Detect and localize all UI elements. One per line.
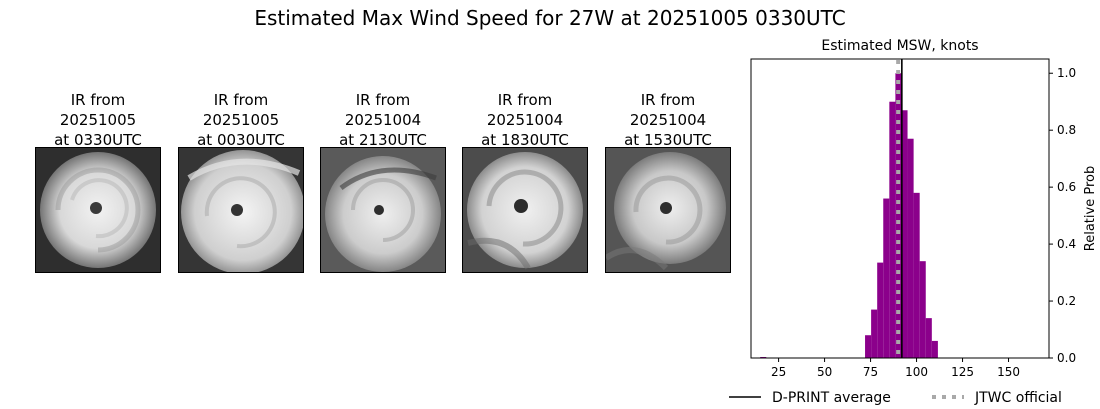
histogram-bar xyxy=(919,261,926,358)
ir-panel-title-line1: IR from xyxy=(355,91,411,109)
histogram-bar xyxy=(931,340,938,358)
y-tick-label: 0.4 xyxy=(1057,237,1076,251)
y-axis-label: Relative Prob xyxy=(1083,166,1098,251)
ir-panel-title-line1: IR from xyxy=(497,91,553,109)
ir-panel-4: IR from 20251004 at 1830UTC xyxy=(462,90,588,273)
ir-panel-title-time: at 2130UTC xyxy=(339,131,427,149)
histogram-bar xyxy=(925,318,932,358)
figure-title: Estimated Max Wind Speed for 27W at 2025… xyxy=(254,6,846,30)
histogram-bar xyxy=(889,101,896,358)
x-tick-label: 50 xyxy=(817,365,832,379)
histogram-bar xyxy=(871,309,878,358)
y-tick-label: 0.2 xyxy=(1057,294,1076,308)
ir-panel-title: IR from 20251004 at 2130UTC xyxy=(320,90,446,150)
ir-satellite-image xyxy=(605,147,731,273)
histogram-bar xyxy=(877,262,884,358)
ir-panel-5: IR from 20251004 at 1530UTC xyxy=(605,90,731,273)
histogram-bar xyxy=(901,110,908,358)
y-tick-label: 0.8 xyxy=(1057,123,1076,137)
ir-panel-title-time: at 0030UTC xyxy=(197,131,285,149)
x-tick-label: 150 xyxy=(997,365,1020,379)
ir-panel-title-line1: IR from xyxy=(640,91,696,109)
x-tick-label: 100 xyxy=(905,365,928,379)
ir-panel-title-date: 20251005 xyxy=(59,111,137,129)
histogram-bar xyxy=(907,138,914,358)
y-tick-label: 0.6 xyxy=(1057,180,1076,194)
x-tick-label: 125 xyxy=(951,365,974,379)
x-tick-label: 25 xyxy=(771,365,786,379)
ir-panel-title: IR from 20251004 at 1530UTC xyxy=(605,90,731,150)
x-tick-label: 75 xyxy=(863,365,878,379)
ir-panel-title: IR from 20251005 at 0330UTC xyxy=(35,90,161,150)
ir-panel-title-date: 20251005 xyxy=(202,111,280,129)
histogram-bar xyxy=(883,198,890,358)
ir-panel-title-time: at 1830UTC xyxy=(481,131,569,149)
histogram-bar xyxy=(865,335,872,358)
histogram-bar xyxy=(913,192,920,358)
ir-panel-1: IR from 20251005 at 0330UTC xyxy=(35,90,161,273)
ir-panel-title-date: 20251004 xyxy=(344,111,422,129)
ir-panel-title-time: at 1530UTC xyxy=(624,131,712,149)
y-tick-label: 0.0 xyxy=(1057,351,1076,365)
ir-panel-title: IR from 20251005 at 0030UTC xyxy=(178,90,304,150)
plot-frame xyxy=(750,58,1050,359)
legend-jtwc-label: JTWC official xyxy=(974,390,1062,406)
ir-panel-title-date: 20251004 xyxy=(486,111,564,129)
ir-satellite-image xyxy=(462,147,588,273)
ir-panel-3: IR from 20251004 at 2130UTC xyxy=(320,90,446,273)
ir-satellite-image xyxy=(35,147,161,273)
ir-satellite-image xyxy=(320,147,446,273)
y-tick-label: 1.0 xyxy=(1057,66,1076,80)
ir-panel-2: IR from 20251005 at 0030UTC xyxy=(178,90,304,273)
chart-title: Estimated MSW, knots xyxy=(821,38,978,54)
ir-panel-title-time: at 0330UTC xyxy=(54,131,142,149)
ir-panel-title-line1: IR from xyxy=(70,91,126,109)
ir-panel-title-line1: IR from xyxy=(213,91,269,109)
histogram-bar xyxy=(895,73,902,358)
ir-panel-title-date: 20251004 xyxy=(629,111,707,129)
ir-panel-title: IR from 20251004 at 1830UTC xyxy=(462,90,588,150)
ir-satellite-image xyxy=(178,147,304,273)
legend-dprint-label: D-PRINT average xyxy=(772,390,891,406)
